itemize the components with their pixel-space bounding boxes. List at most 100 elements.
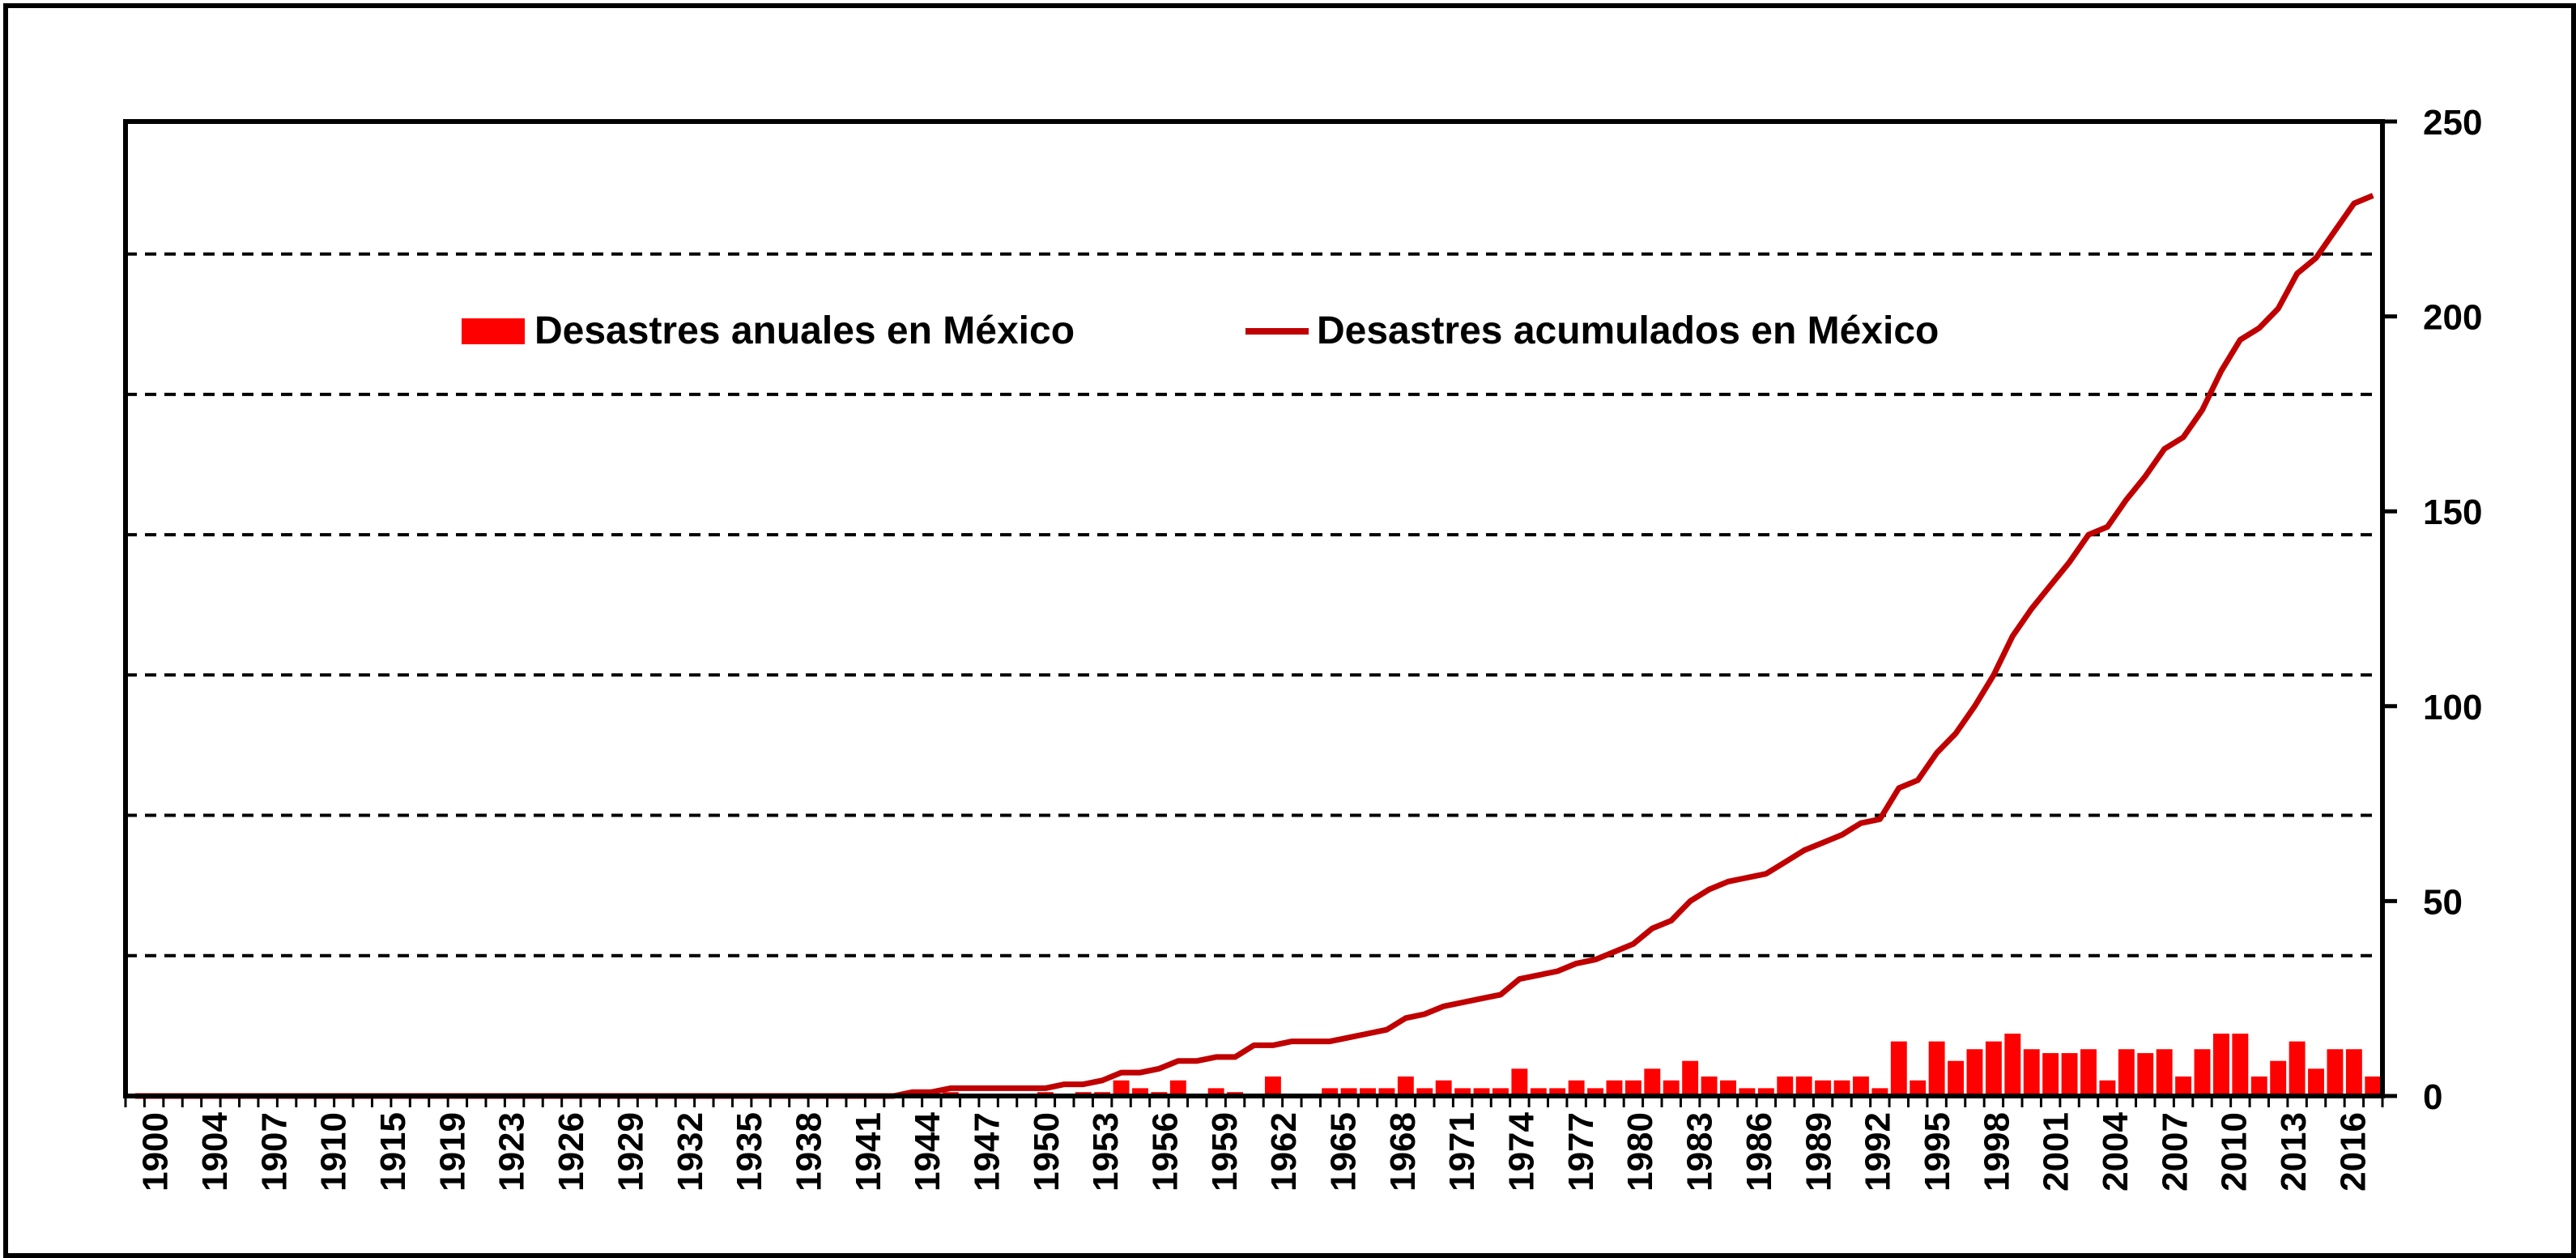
bar <box>1644 1068 1661 1096</box>
bar <box>1852 1076 1869 1096</box>
bar <box>1948 1060 1964 1096</box>
bar <box>1795 1076 1812 1096</box>
bar <box>1378 1088 1395 1096</box>
bar <box>1682 1060 1699 1096</box>
bar <box>1132 1088 1148 1096</box>
bar <box>2118 1049 2135 1096</box>
x-tick-label: 2004 <box>2096 1111 2135 1191</box>
x-tick-label: 1959 <box>1205 1112 1245 1192</box>
bar <box>1264 1076 1281 1096</box>
x-tick-label: 1974 <box>1502 1111 1542 1191</box>
bar <box>1720 1080 1736 1096</box>
bar <box>2345 1049 2362 1096</box>
bar <box>1777 1076 1794 1096</box>
x-tick-label: 1935 <box>730 1112 769 1192</box>
x-tick-label: 1980 <box>1620 1112 1660 1192</box>
bar <box>2099 1080 2116 1096</box>
bar <box>1454 1088 1471 1096</box>
bar <box>2061 1053 2078 1096</box>
bar <box>1549 1088 1566 1096</box>
bar <box>1587 1088 1604 1096</box>
x-tick-label: 1953 <box>1086 1112 1126 1192</box>
bar <box>1492 1088 1509 1096</box>
x-tick-label: 1926 <box>551 1112 591 1192</box>
bar <box>2194 1049 2211 1096</box>
x-tick-label: 1998 <box>1977 1112 2016 1192</box>
bar <box>1207 1088 1224 1096</box>
x-tick-label: 1977 <box>1561 1112 1601 1192</box>
bar <box>1416 1088 1433 1096</box>
bar <box>1663 1080 1680 1096</box>
x-tick-label: 1995 <box>1918 1112 1957 1192</box>
x-tick-label: 1919 <box>432 1112 472 1192</box>
x-tick-label: 1968 <box>1383 1112 1423 1192</box>
bar <box>2365 1076 2382 1096</box>
bar <box>1530 1088 1547 1096</box>
x-tick-label: 2013 <box>2274 1112 2314 1192</box>
bar <box>1701 1076 1718 1096</box>
bar <box>1966 1049 1983 1096</box>
x-tick-label: 1900 <box>136 1112 176 1192</box>
y-tick-label: 250 <box>2423 103 2482 143</box>
bar <box>2270 1060 2287 1096</box>
bar <box>1568 1080 1585 1096</box>
x-tick-label: 1989 <box>1799 1112 1838 1192</box>
legend-label-annual: Desastres anuales en México <box>534 309 1075 352</box>
x-tick-label: 1907 <box>254 1112 294 1192</box>
bar <box>2080 1049 2097 1096</box>
x-tick-label: 1950 <box>1027 1112 1067 1192</box>
axes: 0 50 100 150 200 250 1900 1904 1907 1910 1915 1919 1… <box>123 103 2482 1192</box>
gridlines <box>126 252 2382 957</box>
bar <box>1833 1080 1850 1096</box>
x-tick-label: 1944 <box>908 1111 947 1191</box>
bar <box>2156 1049 2173 1096</box>
x-tick-label: 1929 <box>611 1112 650 1192</box>
bar <box>2042 1053 2059 1096</box>
bar <box>1624 1080 1641 1096</box>
x-tick-label: 1938 <box>789 1112 828 1192</box>
bar <box>1360 1088 1376 1096</box>
bar <box>1890 1041 1907 1096</box>
bar <box>1815 1080 1832 1096</box>
x-tick-label: 1904 <box>195 1111 235 1191</box>
x-tick-label: 1947 <box>967 1112 1007 1192</box>
x-tick-label: 1941 <box>849 1112 888 1192</box>
bar <box>1739 1088 1756 1096</box>
bar <box>1473 1088 1490 1096</box>
bar <box>1340 1088 1357 1096</box>
y-tick-label: 50 <box>2423 882 2463 922</box>
cumulative-line <box>134 193 2374 1099</box>
y-tick-label: 0 <box>2423 1077 2442 1117</box>
x-tick-label: 1986 <box>1739 1112 1779 1192</box>
bar <box>1322 1088 1339 1096</box>
bar <box>1397 1076 1414 1096</box>
bar <box>2327 1049 2344 1096</box>
bar <box>1928 1041 1945 1096</box>
chart-frame <box>3 3 2576 1258</box>
bar <box>2175 1076 2192 1096</box>
cumulative-line-layer <box>134 193 2374 1099</box>
x-tick-label: 1965 <box>1324 1112 1364 1192</box>
x-tick-label: 1983 <box>1680 1112 1720 1192</box>
legend-swatch-bar <box>462 318 525 344</box>
x-tick-label: 1923 <box>492 1112 532 1192</box>
bar <box>1435 1080 1452 1096</box>
x-tick-label: 2001 <box>2037 1112 2076 1192</box>
bar <box>1985 1041 2002 1096</box>
bar <box>2232 1034 2249 1096</box>
bar <box>1169 1080 1186 1096</box>
legend: Desastres anuales en México Desastres acu… <box>462 309 1939 352</box>
x-tick-label: 2007 <box>2155 1112 2195 1192</box>
x-tick-label: 1992 <box>1859 1112 1898 1192</box>
bar <box>1606 1080 1623 1096</box>
bar <box>1871 1088 1888 1096</box>
bar <box>2137 1053 2154 1096</box>
bar <box>2308 1068 2324 1096</box>
y-tick-label: 100 <box>2423 688 2482 727</box>
bar <box>2004 1034 2021 1096</box>
x-tick-label: 2016 <box>2333 1112 2373 1192</box>
bar <box>2023 1049 2040 1096</box>
annual-bars <box>904 1034 2382 1096</box>
y-tick-label: 200 <box>2423 298 2482 338</box>
